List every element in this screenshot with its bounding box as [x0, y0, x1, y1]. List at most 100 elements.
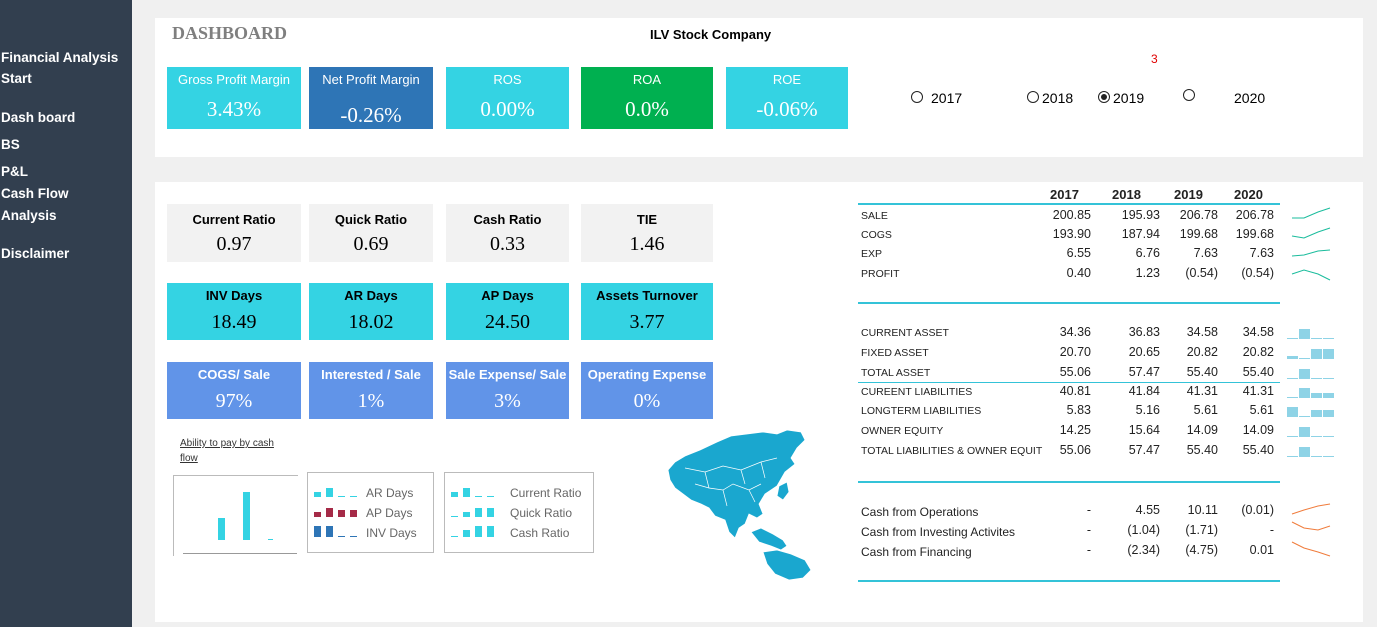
divider — [858, 580, 1280, 582]
cf-row-label: Cash from Financing — [861, 545, 972, 559]
bs-cell: 5.61 — [1249, 403, 1274, 417]
bs-row-label: CUREENT LIABILITIES — [861, 386, 973, 398]
company-name: ILV Stock Company — [650, 27, 772, 42]
bs-row-label: OWNER EQUITY — [861, 425, 944, 437]
pl-row-label: SALE — [861, 210, 888, 222]
legend-ar-days: AR Days — [366, 486, 414, 500]
bs-minibar — [1299, 427, 1310, 437]
cf-cell: (0.01) — [1241, 503, 1274, 517]
bs-cell: 34.36 — [1059, 325, 1091, 339]
legend-marker — [487, 526, 494, 537]
pl-cell: 193.90 — [1052, 227, 1091, 241]
sidebar-item-disclaimer[interactable]: Disclaimer — [1, 246, 70, 261]
sidebar-item-financial-analysis[interactable]: Financial Analysis — [1, 50, 119, 65]
divider — [858, 203, 1280, 205]
bs-cell: 15.64 — [1128, 423, 1160, 437]
radio-year-2020[interactable] — [1183, 89, 1195, 101]
bs-cell: 41.31 — [1242, 384, 1274, 398]
legend-marker — [314, 492, 321, 497]
bs-cell: 34.58 — [1186, 325, 1218, 339]
bs-cell: 20.65 — [1128, 345, 1160, 359]
ratio-cash: Cash Ratio 0.33 — [446, 204, 569, 262]
ability-bar — [243, 492, 250, 540]
bs-cell: 55.06 — [1059, 365, 1091, 379]
pl-cell: 6.55 — [1066, 246, 1091, 260]
bs-minibar — [1323, 377, 1334, 379]
radio-year-2019[interactable] — [1098, 91, 1110, 103]
bs-minibar — [1311, 338, 1322, 339]
ratio-operating-expense: Operating Expense 0% — [581, 362, 713, 419]
bs-minibar — [1311, 410, 1322, 417]
bs-minibar — [1299, 369, 1310, 379]
ratio-label: Current Ratio — [192, 212, 276, 227]
cf-cell: (1.71) — [1185, 523, 1218, 537]
legend-marker — [314, 512, 321, 517]
bs-minibar — [1287, 456, 1298, 457]
legend-marker — [451, 536, 458, 537]
pl-row-label: PROFIT — [861, 268, 900, 280]
bs-minibar — [1311, 393, 1322, 398]
radio-year-2017[interactable] — [911, 91, 923, 103]
bs-minibar — [1323, 393, 1334, 398]
bs-minibar — [1287, 397, 1298, 398]
legend-ratios: Current Ratio Quick Ratio Cash Ratio — [444, 472, 594, 553]
ratio-ar-days: AR Days 18.02 — [309, 283, 433, 340]
ratio-label: AR Days — [344, 288, 398, 303]
asia-map-icon — [667, 429, 812, 581]
kpi-value: -0.06% — [756, 97, 818, 121]
year-label-2017[interactable]: 2017 — [931, 90, 963, 106]
bs-minibar — [1287, 356, 1298, 359]
radio-year-2018[interactable] — [1027, 91, 1039, 103]
bs-cell: 14.25 — [1059, 423, 1091, 437]
year-label-2019[interactable]: 2019 — [1113, 90, 1145, 106]
bs-cell: 5.83 — [1066, 403, 1091, 417]
pl-cell: 187.94 — [1121, 227, 1160, 241]
bs-minibar — [1311, 349, 1322, 359]
kpi-ros: ROS 0.00% — [446, 67, 569, 129]
bs-minibar — [1323, 436, 1334, 437]
bs-cell: 57.47 — [1128, 443, 1160, 457]
ratio-value: 1.46 — [629, 233, 665, 255]
divider — [858, 382, 1280, 383]
sidebar-item-start[interactable]: Start — [1, 71, 32, 86]
kpi-value: 0.00% — [480, 97, 535, 121]
cf-cell: 10.11 — [1187, 503, 1218, 517]
legend-marker — [350, 496, 357, 497]
pl-cell: 200.85 — [1052, 208, 1091, 222]
bs-minibar — [1299, 388, 1310, 398]
sidebar-item-analysis[interactable]: Analysis — [1, 208, 57, 223]
year-label-2020[interactable]: 2020 — [1234, 90, 1266, 106]
cf-cell: (1.04) — [1127, 523, 1160, 537]
bs-cell: 36.83 — [1128, 325, 1160, 339]
bs-row-label: LONGTERM LIABILITIES — [861, 405, 982, 417]
cf-cell: (2.34) — [1127, 543, 1160, 557]
legend-quick-ratio: Quick Ratio — [510, 506, 573, 520]
ratio-value: 1% — [357, 390, 385, 412]
sidebar-item-cash-flow[interactable]: Cash Flow — [1, 186, 69, 201]
pl-cell: 199.68 — [1179, 227, 1218, 241]
legend-current-ratio: Current Ratio — [510, 486, 582, 500]
kpi-value: 0.0% — [625, 97, 669, 121]
bs-cell: 55.06 — [1059, 443, 1091, 457]
ratio-label: Interested / Sale — [321, 367, 421, 382]
sidebar: Financial Analysis Start Dash board BS P… — [0, 0, 132, 627]
sidebar-item-dashboard[interactable]: Dash board — [1, 110, 76, 125]
col-header-2018: 2018 — [1112, 187, 1141, 202]
sparkline-sale — [1292, 207, 1331, 219]
sidebar-item-pl[interactable]: P&L — [1, 164, 28, 179]
ratio-value: 97% — [215, 390, 253, 412]
bs-cell: 5.16 — [1135, 403, 1160, 417]
bs-cell: 41.31 — [1186, 384, 1218, 398]
pl-cell: 7.63 — [1193, 246, 1218, 260]
year-label-2018[interactable]: 2018 — [1042, 90, 1074, 106]
bs-cell: 20.70 — [1059, 345, 1091, 359]
kpi-net-profit-margin: Net Profit Margin -0.26% — [309, 67, 433, 129]
ratio-label: Assets Turnover — [596, 288, 698, 303]
kpi-roa: ROA 0.0% — [581, 67, 713, 129]
page-title: DASHBOARD — [172, 23, 288, 43]
ability-bar — [218, 518, 225, 540]
ratio-label: Cash Ratio — [473, 212, 542, 227]
cf-cell: (4.75) — [1185, 543, 1218, 557]
kpi-label: ROS — [493, 72, 522, 87]
sidebar-item-bs[interactable]: BS — [1, 137, 20, 152]
